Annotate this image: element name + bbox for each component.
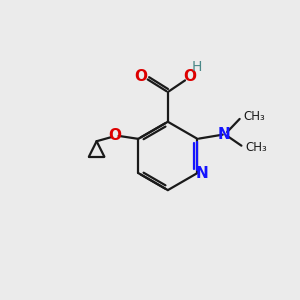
Text: H: H	[191, 60, 202, 74]
Text: O: O	[135, 69, 148, 84]
Text: CH₃: CH₃	[243, 110, 265, 123]
Text: O: O	[109, 128, 122, 143]
Text: O: O	[183, 69, 196, 84]
Text: N: N	[218, 127, 231, 142]
Text: N: N	[196, 166, 208, 181]
Text: CH₃: CH₃	[245, 141, 267, 154]
